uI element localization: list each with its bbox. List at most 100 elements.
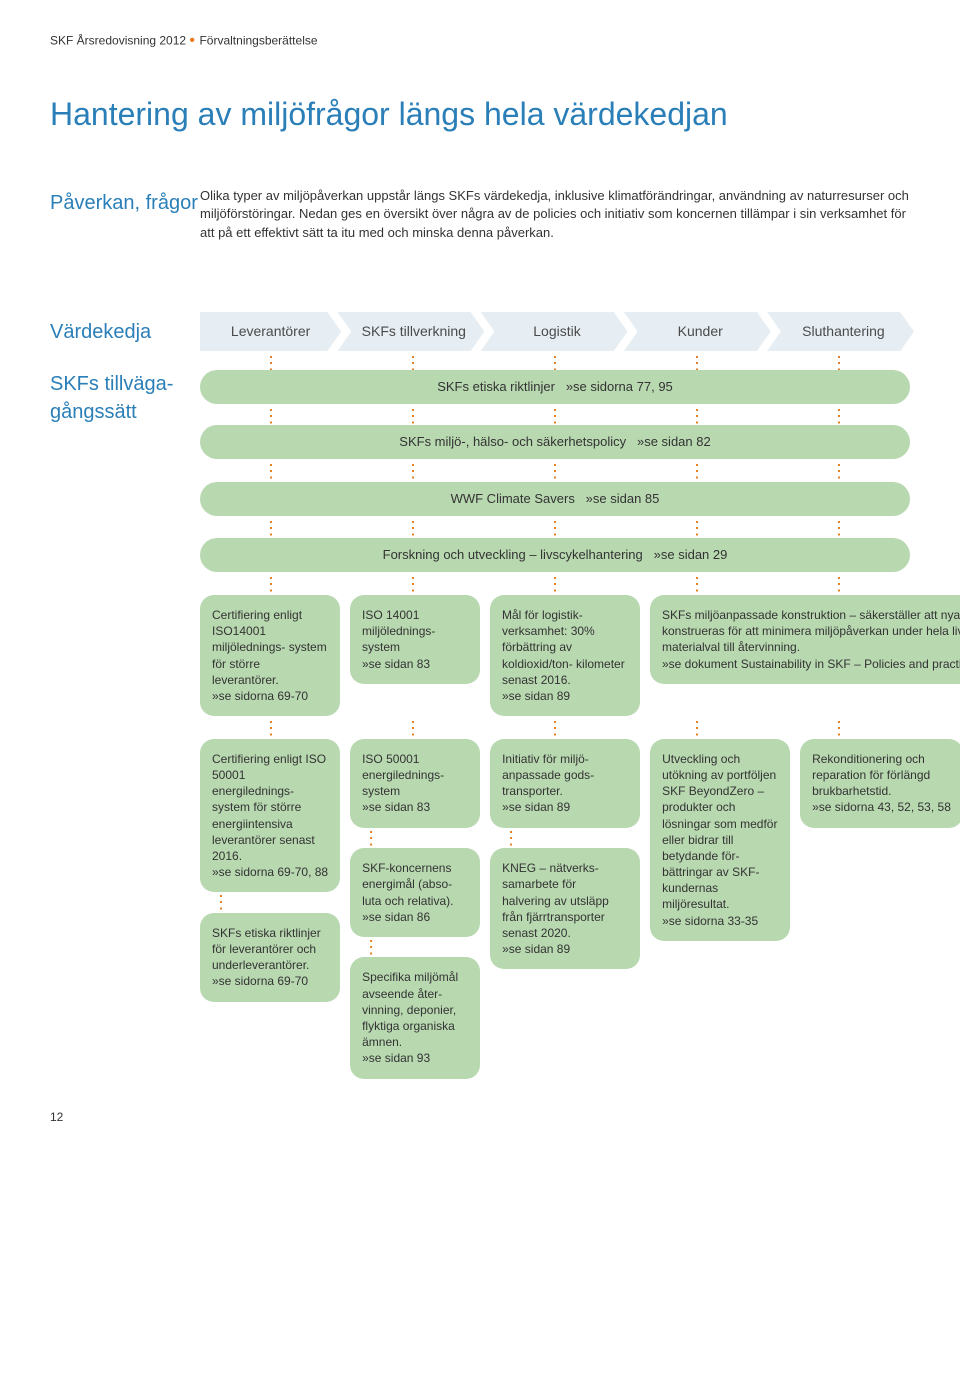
wide-bar-row: Forskning och utveckling – livscykelhant… bbox=[50, 538, 910, 576]
approach-bar: Forskning och utveckling – livscykelhant… bbox=[200, 538, 910, 572]
chain-item: SKFs tillverkning bbox=[337, 312, 484, 352]
box-ref: »se sidorna 69-70 bbox=[212, 689, 308, 703]
connector-row: ⋮ ⋮ ⋮ ⋮ ⋮ bbox=[50, 522, 910, 535]
dots-icon: ⋮ bbox=[546, 410, 564, 423]
box-ref: »se sidorna 69-70 bbox=[212, 974, 308, 988]
wide-bar-row: WWF Climate Savers »se sidan 85 bbox=[50, 482, 910, 520]
page-number: 12 bbox=[50, 1109, 910, 1126]
box-ref: »se sidan 86 bbox=[362, 910, 430, 924]
dots-icon: ⋮ bbox=[404, 410, 422, 423]
bar-text: SKFs etiska riktlinjer bbox=[437, 379, 555, 394]
detail-row-2: Certifiering enligt ISO 50001 energiledn… bbox=[50, 739, 910, 1079]
box-ref: »se sidan 89 bbox=[502, 942, 570, 956]
bar-ref: »se sidorna 77, 95 bbox=[566, 379, 673, 394]
dots-icon: ⋮ bbox=[262, 722, 280, 735]
approach-label: SKFs tillväga- gångssätt bbox=[50, 370, 200, 463]
dots-icon: ⋮ bbox=[830, 522, 848, 535]
box-ref: »se sidorna 33-35 bbox=[662, 914, 758, 928]
dots-icon: ⋮ bbox=[200, 892, 340, 913]
dots-icon: ⋮ bbox=[688, 357, 706, 370]
detail-box: Specifika miljömål avseende åter- vinnin… bbox=[350, 957, 480, 1078]
impact-section: Påverkan, frågor Olika typer av miljöpåv… bbox=[50, 187, 910, 242]
dots-icon: ⋮ bbox=[546, 465, 564, 478]
box-text: Rekonditionering och reparation för förl… bbox=[812, 752, 930, 798]
detail-box: Certifiering enligt ISO14001 miljölednin… bbox=[200, 595, 340, 716]
detail-box: Certifiering enligt ISO 50001 energiledn… bbox=[200, 739, 340, 893]
detail-box: Initiativ för miljö- anpassade gods- tra… bbox=[490, 739, 640, 828]
chain-item: Kunder bbox=[624, 312, 771, 352]
box-text: Mål för logistik- verksamhet: 30% förbät… bbox=[502, 608, 625, 687]
bar-text: SKFs miljö-, hälso- och säkerhetspolicy bbox=[399, 434, 626, 449]
dots-icon: ⋮ bbox=[546, 522, 564, 535]
connector-row: ⋮ ⋮ ⋮ ⋮ ⋮ bbox=[50, 465, 910, 478]
dots-icon: ⋮ bbox=[688, 722, 706, 735]
dots-icon: ⋮ bbox=[546, 578, 564, 591]
impact-text: Olika typer av miljöpåverkan uppstår län… bbox=[200, 187, 910, 242]
dots-icon: ⋮ bbox=[688, 578, 706, 591]
box-text: Certifiering enligt ISO 50001 energiledn… bbox=[212, 752, 326, 863]
box-ref: »se sidorna 69-70, 88 bbox=[212, 865, 328, 879]
box-ref: »se sidan 93 bbox=[362, 1051, 430, 1065]
dots-icon: ⋮ bbox=[262, 410, 280, 423]
connector-row: ⋮ ⋮ ⋮ ⋮ ⋮ bbox=[50, 357, 910, 370]
dots-icon: ⋮ bbox=[546, 357, 564, 370]
connector-row: ⋮ ⋮ ⋮ ⋮ ⋮ bbox=[50, 578, 910, 591]
dots-icon: ⋮ bbox=[404, 465, 422, 478]
dots-icon: ⋮ bbox=[262, 357, 280, 370]
detail-box: ISO 14001 miljölednings- system »se sida… bbox=[350, 595, 480, 684]
box-text: Utveckling och utökning av portföljen SK… bbox=[662, 752, 777, 912]
detail-box: SKFs etiska riktlinjer för leverantörer … bbox=[200, 913, 340, 1002]
bar-text: Forskning och utveckling – livscykelhant… bbox=[383, 547, 643, 562]
box-ref: »se sidan 83 bbox=[362, 657, 430, 671]
approach-section: SKFs tillväga- gångssätt SKFs etiska rik… bbox=[50, 370, 910, 463]
box-text: Initiativ för miljö- anpassade gods- tra… bbox=[502, 752, 594, 798]
dots-icon: ⋮ bbox=[350, 828, 480, 849]
dots-icon: ⋮ bbox=[262, 578, 280, 591]
bar-text: WWF Climate Savers bbox=[451, 491, 575, 506]
detail-box: KNEG – nätverks- samarbete för halvering… bbox=[490, 848, 640, 969]
chain-item: Leverantörer bbox=[200, 312, 341, 352]
detail-box: Utveckling och utökning av portföljen SK… bbox=[650, 739, 790, 941]
box-text: ISO 14001 miljölednings- system bbox=[362, 608, 435, 654]
box-ref: »se sidan 89 bbox=[502, 800, 570, 814]
page-header: SKF Årsredovisning 2012 • Förvaltningsbe… bbox=[50, 30, 910, 52]
box-text: SKFs etiska riktlinjer för leverantörer … bbox=[212, 926, 321, 972]
dots-icon: ⋮ bbox=[490, 828, 640, 849]
detail-row-1: Certifiering enligt ISO14001 miljölednin… bbox=[50, 595, 910, 716]
detail-box: Mål för logistik- verksamhet: 30% förbät… bbox=[490, 595, 640, 716]
box-text: Specifika miljömål avseende åter- vinnin… bbox=[362, 970, 458, 1049]
box-ref: »se sidorna 43, 52, 53, 58 bbox=[812, 800, 951, 814]
connector-row: ⋮ ⋮ ⋮ ⋮ ⋮ bbox=[50, 722, 910, 735]
dots-icon: ⋮ bbox=[404, 357, 422, 370]
dots-icon: ⋮ bbox=[404, 578, 422, 591]
approach-bar: SKFs miljö-, hälso- och säkerhetspolicy … bbox=[200, 425, 910, 459]
chain-items: Leverantörer SKFs tillverkning Logistik … bbox=[200, 312, 910, 352]
box-text: Certifiering enligt ISO14001 miljölednin… bbox=[212, 608, 327, 687]
chain-item: Sluthantering bbox=[767, 312, 914, 352]
box-text: ISO 50001 energilednings- system bbox=[362, 752, 444, 798]
box-ref: »se dokument Sustainability in SKF – Pol… bbox=[662, 657, 960, 671]
dots-icon: ⋮ bbox=[688, 465, 706, 478]
dots-icon: ⋮ bbox=[830, 578, 848, 591]
detail-box: SKFs miljöanpassade konstruktion – säker… bbox=[650, 595, 960, 684]
bullet-icon: • bbox=[189, 32, 199, 49]
dots-icon: ⋮ bbox=[404, 522, 422, 535]
dots-icon: ⋮ bbox=[262, 465, 280, 478]
chain-label: Värdekedja bbox=[50, 318, 200, 346]
dots-icon: ⋮ bbox=[546, 722, 564, 735]
detail-box: Rekonditionering och reparation för förl… bbox=[800, 739, 960, 828]
bar-ref: »se sidan 82 bbox=[637, 434, 711, 449]
detail-box: ISO 50001 energilednings- system »se sid… bbox=[350, 739, 480, 828]
dots-icon: ⋮ bbox=[404, 722, 422, 735]
approach-bar: WWF Climate Savers »se sidan 85 bbox=[200, 482, 910, 516]
dots-icon: ⋮ bbox=[350, 937, 480, 958]
box-text: SKFs miljöanpassade konstruktion – säker… bbox=[662, 608, 960, 654]
value-chain-row: Värdekedja Leverantörer SKFs tillverknin… bbox=[50, 312, 910, 352]
chain-item: Logistik bbox=[480, 312, 627, 352]
dots-icon: ⋮ bbox=[688, 410, 706, 423]
impact-label: Påverkan, frågor bbox=[50, 187, 200, 242]
dots-icon: ⋮ bbox=[688, 522, 706, 535]
dots-icon: ⋮ bbox=[262, 522, 280, 535]
box-ref: »se sidan 83 bbox=[362, 800, 430, 814]
page-title: Hantering av miljöfrågor längs hela värd… bbox=[50, 92, 910, 137]
